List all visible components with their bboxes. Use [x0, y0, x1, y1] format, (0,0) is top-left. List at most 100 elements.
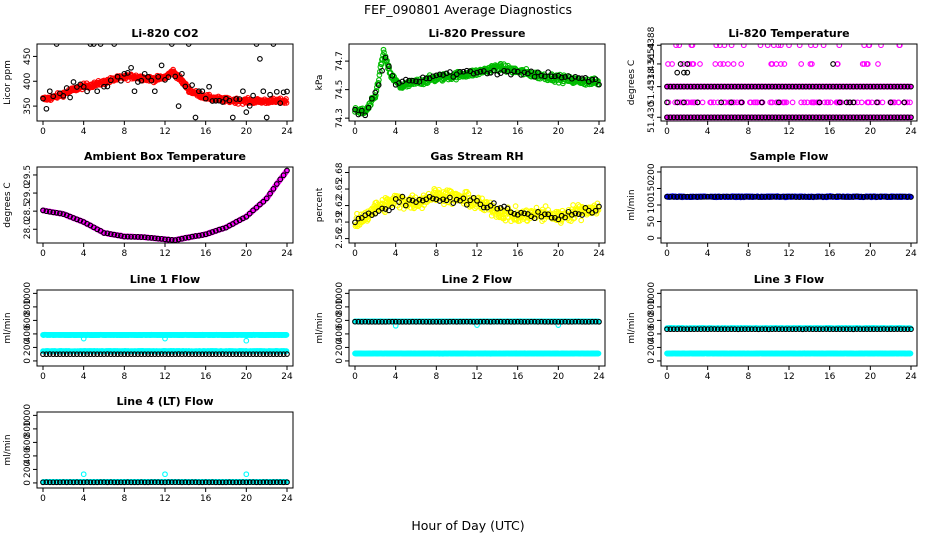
point-sample_flow-hourly — [755, 194, 762, 200]
point-co2-hourly — [101, 83, 107, 90]
point-pressure-hourly — [572, 73, 579, 80]
point-rh-hourly — [521, 210, 528, 217]
point-ambient-hourly — [216, 226, 223, 233]
point-licor_temp-hourly — [664, 99, 670, 106]
point-licor_temp-hourly — [742, 83, 748, 90]
points-ambient — [40, 167, 290, 243]
point-sample_flow-hourly — [908, 194, 914, 200]
point-rh-hourly — [511, 210, 518, 217]
point-pressure-hourly — [545, 69, 552, 75]
point-sample_flow-hourly — [735, 193, 742, 200]
point-sample_flow-hourly — [687, 193, 694, 200]
point-rh-hourly — [419, 197, 426, 204]
point-co2-hourly — [260, 88, 267, 95]
point-licor_temp-hourly — [775, 99, 782, 106]
point-pressure-hourly — [582, 75, 589, 81]
point-co2-hourly — [128, 64, 134, 71]
point-licor_temp-minute — [809, 61, 815, 67]
point-licor_temp-hourly — [901, 83, 908, 90]
point-rh-hourly — [572, 210, 579, 217]
point-licor_temp-hourly — [830, 114, 836, 121]
point-co2-minute — [283, 100, 290, 106]
point-rh-hourly — [358, 215, 365, 221]
point-rh-minute — [465, 190, 472, 197]
point-licor_temp-hourly — [670, 114, 677, 121]
point-licor_temp-minute — [789, 99, 796, 106]
point-pressure-hourly — [406, 77, 413, 84]
point-ambient-hourly — [263, 195, 270, 202]
point-sample_flow-hourly — [853, 193, 860, 200]
point-sample_flow-hourly — [857, 193, 864, 200]
point-licor_temp-hourly — [772, 83, 779, 90]
point-rh-hourly — [396, 199, 402, 205]
point-licor_temp-hourly — [711, 83, 718, 90]
point-licor_temp-hourly — [830, 61, 836, 67]
ytick-label: 2.56 — [335, 228, 345, 248]
point-licor_temp-hourly — [830, 83, 836, 90]
point-ambient-hourly — [273, 181, 280, 187]
point-licor_temp-hourly — [745, 83, 752, 90]
point-licor_temp-hourly — [891, 83, 897, 90]
point-ambient-hourly — [50, 209, 57, 216]
point-pressure-hourly — [358, 107, 365, 114]
ytick-label: 29.5 — [23, 165, 33, 185]
point-licor_temp-minute — [825, 99, 831, 106]
point-co2-hourly — [131, 88, 138, 95]
xtick-label: 24 — [593, 127, 605, 137]
point-pressure-hourly — [562, 74, 568, 80]
point-pressure-hourly — [474, 69, 480, 76]
xtick-label: 24 — [281, 127, 293, 137]
point-pressure-hourly — [379, 67, 385, 74]
plot-frame-sample_flow — [660, 166, 918, 244]
point-licor_temp-hourly — [718, 99, 725, 106]
point-licor_temp-minute — [720, 61, 727, 67]
series-licor_temp-minute — [664, 44, 914, 121]
point-sample_flow-hourly — [745, 193, 752, 200]
point-licor_temp-minute — [775, 44, 782, 49]
point-pressure-hourly — [521, 69, 528, 76]
point-pressure-hourly — [589, 76, 596, 83]
point-licor_temp-hourly — [836, 83, 843, 90]
xtick-label: 24 — [905, 249, 917, 259]
point-ambient-hourly — [267, 190, 273, 197]
point-pressure-hourly — [365, 104, 372, 111]
point-sample_flow-hourly — [843, 194, 850, 200]
xtick-label: 12 — [783, 127, 794, 137]
point-ambient-hourly — [209, 229, 216, 235]
point-ambient-hourly — [101, 230, 107, 236]
point-licor_temp-hourly — [711, 114, 718, 121]
point-ambient-hourly — [104, 230, 111, 237]
point-co2-hourly — [141, 70, 148, 77]
point-licor_temp-hourly — [860, 114, 867, 121]
point-sample_flow-hourly — [847, 194, 853, 200]
point-licor_temp-hourly — [714, 83, 721, 90]
point-licor_temp-hourly — [891, 114, 897, 121]
point-pressure-hourly — [579, 75, 585, 82]
point-sample_flow-hourly — [738, 193, 745, 200]
point-licor_temp-hourly — [803, 83, 809, 90]
point-licor_temp-hourly — [816, 83, 823, 90]
point-ambient-hourly — [196, 232, 202, 239]
plot-frame-ambient — [36, 166, 294, 244]
ytick-label: 50 — [647, 216, 657, 228]
point-ambient-hourly — [70, 215, 77, 221]
point-rh-hourly — [535, 209, 541, 215]
point-sample_flow-hourly — [796, 194, 803, 200]
point-licor_temp-hourly — [877, 114, 884, 121]
point-pressure-hourly — [531, 73, 538, 80]
point-licor_temp-hourly — [799, 114, 806, 121]
point-licor_temp-hourly — [840, 83, 847, 90]
point-pressure-hourly — [430, 73, 436, 80]
point-co2-hourly — [67, 94, 73, 101]
xtick-label: 4 — [81, 249, 87, 259]
point-licor_temp-hourly — [759, 114, 765, 121]
point-licor_temp-hourly — [816, 114, 823, 121]
point-ambient-hourly — [158, 235, 165, 242]
point-rh-hourly — [477, 201, 484, 208]
point-co2-hourly — [196, 88, 202, 95]
point-sample_flow-hourly — [684, 193, 691, 200]
point-licor_temp-hourly — [664, 114, 670, 121]
point-co2-hourly — [246, 103, 253, 109]
xtick-label: 20 — [241, 249, 253, 259]
